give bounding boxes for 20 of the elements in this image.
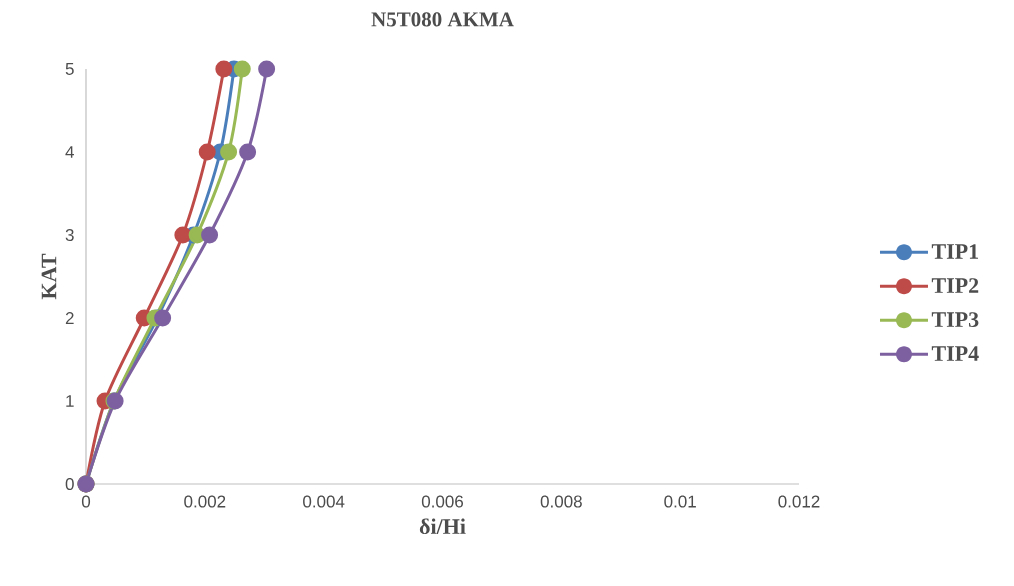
legend-label: TIP2 xyxy=(931,278,979,293)
x-tick-label: 0 xyxy=(81,495,91,508)
y-axis-title: KAT xyxy=(41,253,57,300)
x-tick-label: 0.004 xyxy=(303,495,345,508)
y-tick-label: 2 xyxy=(65,312,74,324)
x-axis-title: δi/Hi xyxy=(419,518,466,535)
chart-title: N5T080 AKMA xyxy=(371,12,514,27)
legend-label: TIP3 xyxy=(931,312,979,327)
x-tick-label: 0.002 xyxy=(184,495,226,508)
y-tick-label: 4 xyxy=(65,146,74,158)
y-tick-label: 0 xyxy=(65,477,74,491)
x-tick-label: 0.006 xyxy=(421,495,464,508)
y-tick-label: 1 xyxy=(66,395,74,407)
x-tick-label: 0.012 xyxy=(778,495,820,508)
x-tick-label: 0.008 xyxy=(540,495,582,508)
legend-label: TIP1 xyxy=(931,244,979,259)
x-tick-label: 0.01 xyxy=(664,495,696,508)
legend-label: TIP4 xyxy=(931,346,979,361)
y-tick-label: 3 xyxy=(65,228,74,242)
y-tick-label: 5 xyxy=(65,63,74,75)
